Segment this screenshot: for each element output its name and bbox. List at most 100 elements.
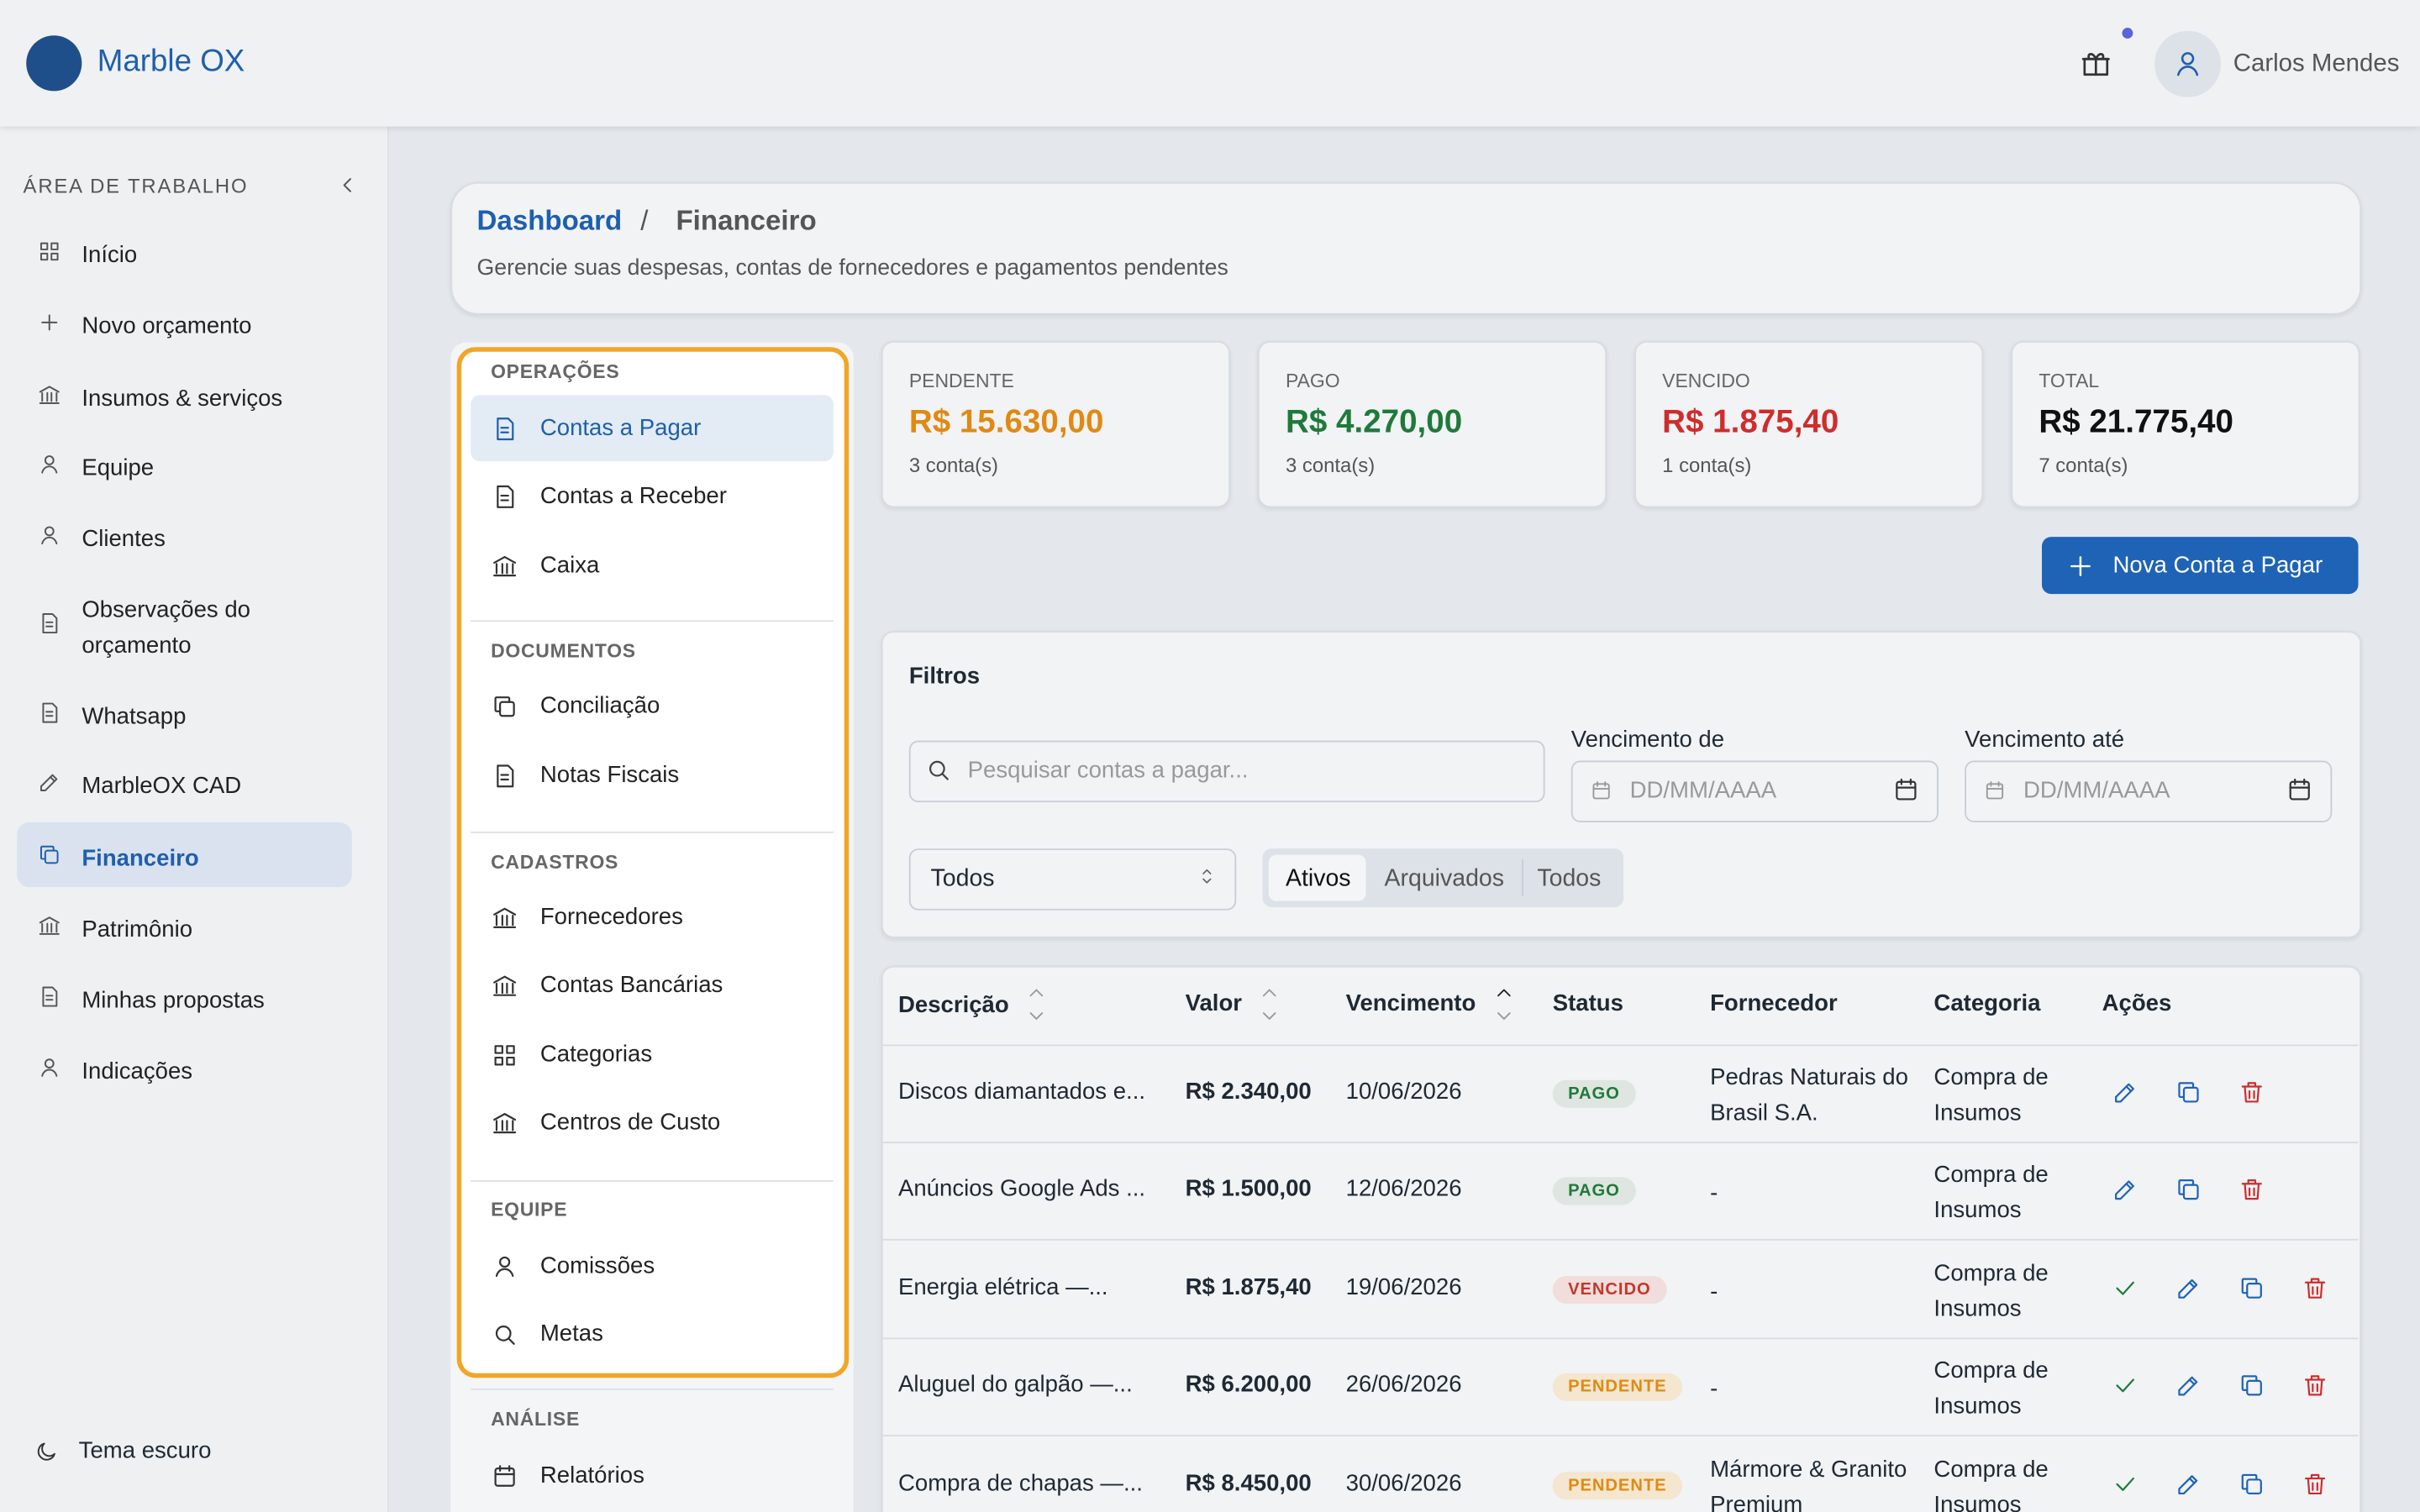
summary-label: PENDENTE bbox=[908, 370, 1014, 392]
submenu-item[interactable]: Contas a Receber bbox=[539, 482, 727, 510]
nav-item[interactable]: Whatsapp bbox=[82, 703, 187, 730]
delete-action[interactable] bbox=[2238, 1176, 2265, 1204]
delete-action[interactable] bbox=[2302, 1470, 2329, 1498]
column-header[interactable]: Vencimento bbox=[1345, 990, 1476, 1017]
submenu-item[interactable]: Categorias bbox=[539, 1041, 653, 1068]
brand: Marble OX bbox=[97, 45, 245, 79]
cell-due: 19/06/2026 bbox=[1345, 1274, 1462, 1301]
new-button-label[interactable]: Nova Conta a Pagar bbox=[2112, 552, 2323, 579]
edit-action[interactable] bbox=[2112, 1079, 2139, 1106]
notification-dot bbox=[2122, 28, 2133, 39]
column-header[interactable]: Descrição bbox=[897, 992, 1009, 1019]
divider bbox=[471, 1389, 834, 1390]
nav-item[interactable]: Indicações bbox=[82, 1058, 193, 1085]
search-icon bbox=[929, 760, 949, 780]
nav-icon bbox=[40, 242, 59, 261]
submenu-item[interactable]: Notas Fiscais bbox=[539, 762, 680, 789]
pay-action[interactable] bbox=[2112, 1274, 2139, 1302]
summary-label: VENCIDO bbox=[1662, 370, 1750, 392]
submenu-item[interactable]: Contas a Pagar bbox=[539, 415, 702, 442]
row-line bbox=[882, 1238, 2359, 1241]
breadcrumb-sep: / bbox=[640, 205, 649, 237]
column-header: Status bbox=[1552, 990, 1623, 1017]
nav-icon bbox=[42, 702, 58, 723]
submenu-item[interactable]: Comissões bbox=[539, 1252, 655, 1279]
cell-due: 10/06/2026 bbox=[1345, 1078, 1462, 1105]
summary-count: 7 conta(s) bbox=[2039, 454, 2128, 477]
sidebar-section: ÁREA DE TRABALHO bbox=[23, 174, 249, 198]
new-button[interactable] bbox=[2042, 537, 2359, 595]
submenu-item[interactable]: Fornecedores bbox=[539, 904, 683, 931]
summary-count: 3 conta(s) bbox=[1286, 454, 1376, 477]
nav-icon bbox=[42, 986, 58, 1007]
status-badge: PENDENTE bbox=[1552, 1373, 1682, 1401]
theme-toggle[interactable]: Tema escuro bbox=[78, 1437, 212, 1465]
summary-value: R$ 1.875,40 bbox=[1662, 404, 1839, 440]
summary-value: R$ 4.270,00 bbox=[1286, 404, 1463, 440]
delete-action[interactable] bbox=[2302, 1372, 2329, 1399]
date-input[interactable] bbox=[1965, 760, 2333, 822]
nav-item[interactable]: Insumos & serviços bbox=[82, 386, 283, 412]
tab[interactable]: Arquivados bbox=[1384, 865, 1504, 892]
row-line bbox=[882, 1337, 2359, 1340]
tab[interactable]: Todos bbox=[1537, 865, 1602, 892]
cell-supplier: - bbox=[1710, 1278, 1718, 1305]
nav-item[interactable]: Observações do orçamento bbox=[82, 596, 250, 659]
nav-item[interactable]: Clientes bbox=[82, 526, 166, 553]
edit-action[interactable] bbox=[2175, 1274, 2202, 1302]
cell-value: R$ 1.875,40 bbox=[1185, 1274, 1312, 1301]
nav-item[interactable]: Patrimônio bbox=[82, 916, 193, 943]
cell-category: Compra de Insumos bbox=[1933, 1064, 2049, 1126]
cal-icon bbox=[1986, 781, 2004, 800]
nav-item[interactable]: Equipe bbox=[82, 454, 155, 482]
cell-value: R$ 1.500,00 bbox=[1185, 1175, 1312, 1202]
pay-action[interactable] bbox=[2112, 1372, 2139, 1399]
breadcrumb-link[interactable]: Dashboard bbox=[476, 205, 623, 237]
date-input[interactable] bbox=[1570, 760, 1939, 822]
select-value[interactable]: Todos bbox=[930, 865, 995, 892]
submenu-item[interactable]: Metas bbox=[539, 1320, 603, 1347]
nav-item[interactable]: Minhas propostas bbox=[82, 987, 265, 1014]
pay-action[interactable] bbox=[2112, 1470, 2139, 1498]
edit-action[interactable] bbox=[2175, 1470, 2202, 1498]
status-badge: VENCIDO bbox=[1552, 1275, 1666, 1305]
submenu-icon bbox=[494, 1465, 515, 1487]
search-input[interactable] bbox=[908, 740, 1545, 803]
copy-action[interactable] bbox=[2238, 1274, 2265, 1302]
nav-item[interactable]: Novo orçamento bbox=[82, 312, 252, 340]
user-name[interactable]: Carlos Mendes bbox=[2233, 50, 2400, 77]
edit-action[interactable] bbox=[2175, 1372, 2202, 1399]
summary-card bbox=[1257, 340, 1607, 508]
submenu-item[interactable]: Conciliação bbox=[539, 692, 660, 719]
submenu-item[interactable]: Centros de Custo bbox=[539, 1109, 721, 1136]
edit-action[interactable] bbox=[2112, 1176, 2139, 1204]
summary-value: R$ 21.775,40 bbox=[2039, 404, 2233, 440]
copy-action[interactable] bbox=[2175, 1079, 2202, 1106]
column-header[interactable]: Valor bbox=[1185, 990, 1242, 1017]
submenu-icon bbox=[497, 764, 514, 788]
submenu-icon bbox=[497, 485, 514, 508]
tab[interactable]: Ativos bbox=[1286, 865, 1351, 892]
nav-item[interactable]: Início bbox=[82, 242, 138, 269]
nav-icon bbox=[40, 845, 59, 864]
nav-item[interactable]: MarbleOX CAD bbox=[82, 773, 242, 800]
cell-supplier: - bbox=[1710, 1376, 1718, 1403]
submenu-highlight bbox=[456, 347, 850, 1378]
submenu-item[interactable]: Contas Bancárias bbox=[539, 972, 723, 999]
summary-label: PAGO bbox=[1286, 370, 1340, 392]
sort-icon bbox=[1262, 1012, 1276, 1020]
nav-icon bbox=[39, 386, 60, 404]
copy-action[interactable] bbox=[2238, 1372, 2265, 1399]
submenu-icon bbox=[495, 1326, 515, 1345]
status-select[interactable] bbox=[908, 848, 1237, 911]
copy-action[interactable] bbox=[2238, 1470, 2265, 1498]
submenu-item[interactable]: Relatórios bbox=[539, 1462, 644, 1489]
delete-action[interactable] bbox=[2302, 1274, 2329, 1302]
nav-item[interactable]: Financeiro bbox=[82, 845, 199, 872]
cell-supplier: Mármore & Granito Premium bbox=[1710, 1456, 1907, 1512]
copy-action[interactable] bbox=[2175, 1176, 2202, 1204]
date-label: Vencimento até bbox=[1965, 727, 2125, 753]
submenu-item[interactable]: Caixa bbox=[539, 552, 600, 579]
delete-action[interactable] bbox=[2238, 1079, 2265, 1106]
submenu-group: EQUIPE bbox=[491, 1199, 568, 1221]
